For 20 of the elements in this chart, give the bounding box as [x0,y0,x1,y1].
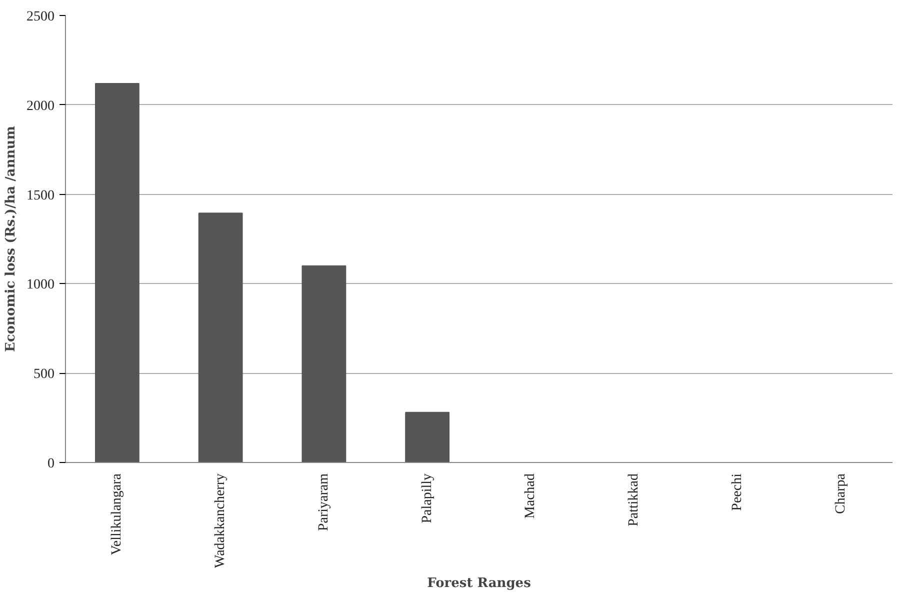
y-tick-label: 500 [34,367,54,382]
x-tick-label: Pattikkad [626,473,642,526]
x-tick-label: Wadakkancherry [213,473,228,568]
bar [94,82,140,462]
y-tick-label: 1500 [26,188,54,204]
x-axis-title: Forest Ranges [427,576,531,591]
y-tick-label: 2500 [26,10,54,24]
y-tick-label: 2000 [26,98,54,114]
y-axis-title: Economic loss (Rs.)/ha /annum [4,126,18,352]
x-tick-label: Peechi [730,473,745,511]
x-tick-label: Vellikulangara [110,472,125,556]
x-tick-label: Machad [523,473,538,519]
bar [405,412,450,462]
bar [198,212,243,462]
x-tick-label: Pariyaram [316,473,332,532]
x-tick-label: Palapilly [420,473,435,524]
y-tick-label: 0 [48,456,54,472]
y-tick-label: 1000 [26,278,54,293]
x-tick-label: Charpa [833,472,848,514]
bar [302,265,346,462]
